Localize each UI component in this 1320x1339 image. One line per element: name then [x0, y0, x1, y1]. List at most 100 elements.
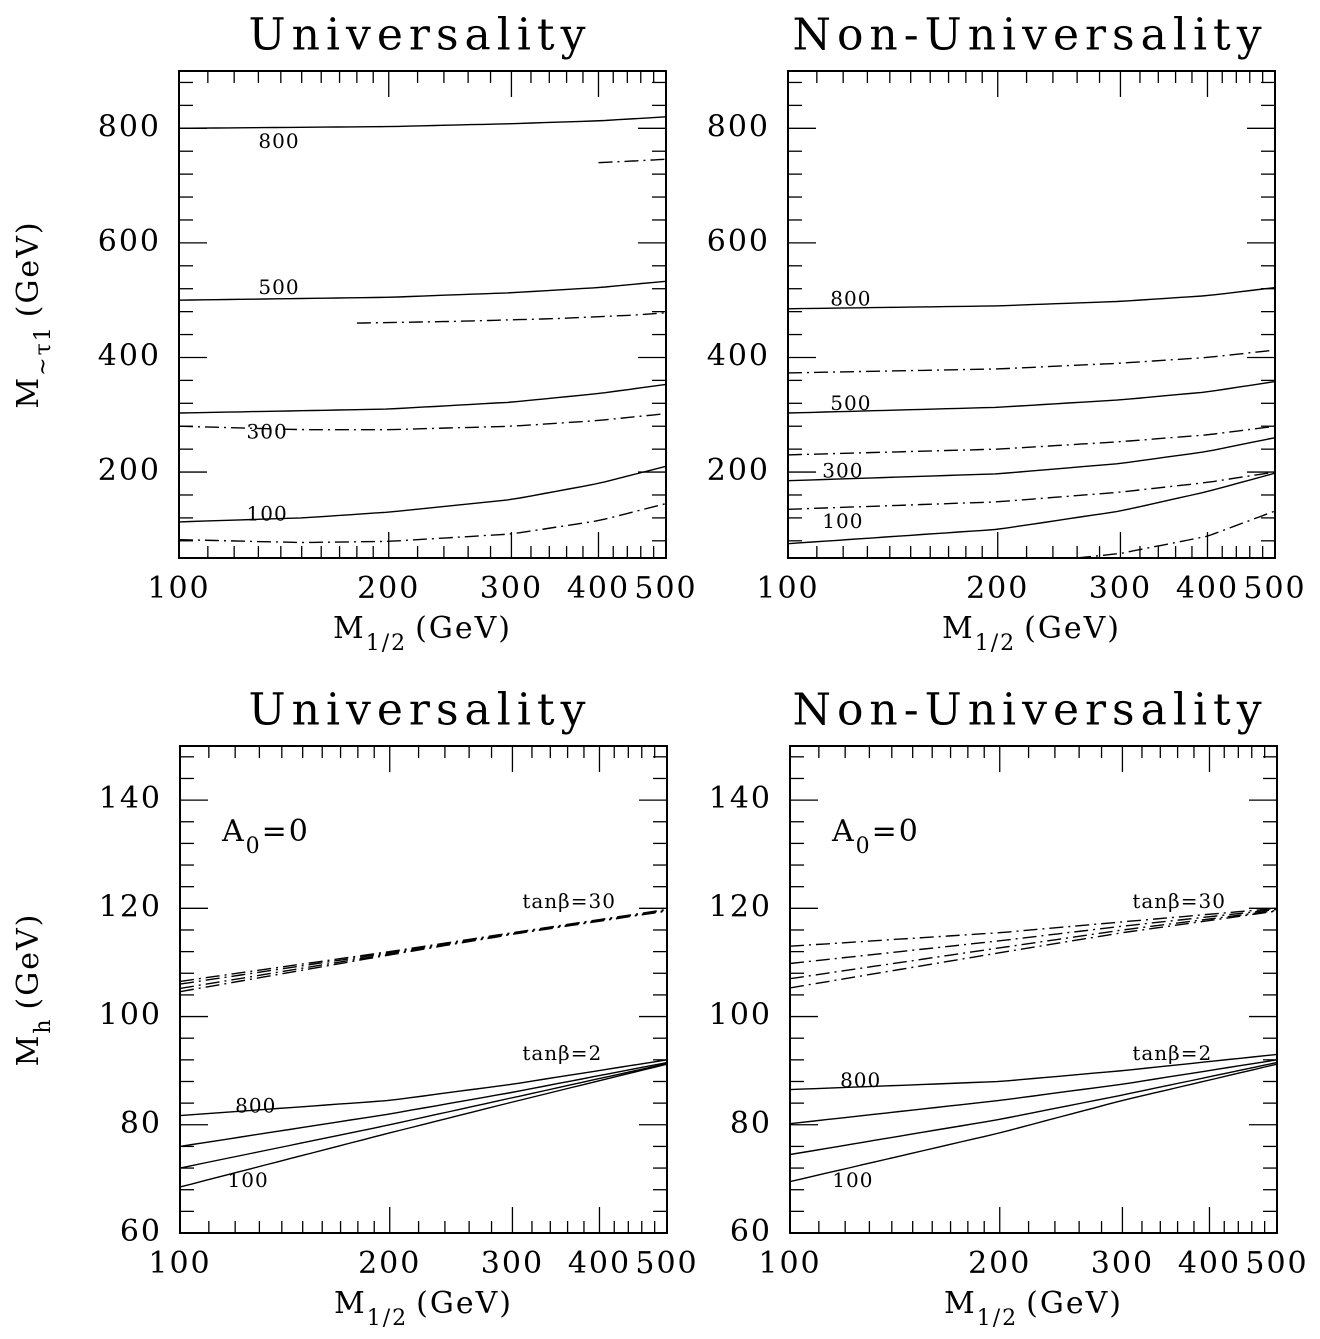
y-axis-label: M~τ1 (GeV) [11, 220, 56, 408]
series-group [180, 908, 667, 1188]
series-line-2-solid [790, 1059, 1277, 1125]
x-tick-label: 500 [1243, 571, 1306, 606]
series-line-5-solid [788, 437, 1275, 482]
chart-title: Universality [249, 10, 592, 61]
annotation-rest: =0 [872, 814, 920, 849]
plot-frame [178, 70, 667, 559]
series-line-7-dashdot [180, 909, 667, 990]
annotation-main: A [221, 814, 246, 849]
y-axis-label-sub: ~τ1 [31, 325, 56, 376]
series-line-1-solid [180, 1059, 667, 1117]
y-tick-label: 400 [707, 338, 770, 373]
series-line-1-solid [790, 1053, 1277, 1091]
series-group [179, 116, 666, 544]
x-tick-label: 300 [480, 571, 543, 606]
series-line-5-solid [179, 383, 666, 414]
y-tick-label: 800 [707, 109, 770, 144]
y-tick-label: 120 [709, 889, 772, 924]
x-tick-label: 200 [966, 571, 1029, 606]
chart-title: Universality [249, 685, 592, 736]
curve-label: 500 [258, 275, 299, 299]
x-axis-label: M1/2 (GeV) [942, 611, 1121, 656]
x-axis-label-unit: (GeV) [1026, 1286, 1123, 1321]
x-tick-label: 100 [758, 1246, 821, 1281]
x-axis-label-sub: 1/2 [366, 631, 407, 656]
x-tick-label: 200 [357, 571, 420, 606]
series-line-8-dashdot [179, 502, 666, 544]
curve-label: 800 [235, 1093, 276, 1117]
curve-label: 300 [822, 459, 863, 483]
chart-title: Non-Universality [792, 685, 1267, 736]
x-tick-label: 300 [1091, 1246, 1154, 1281]
series-line-1-solid [788, 286, 1275, 310]
curve-label: tanβ=2 [1132, 1041, 1212, 1065]
series-line-5-dashdot [790, 907, 1277, 947]
x-tick-label: 400 [567, 571, 630, 606]
series-line-2-solid [180, 1061, 667, 1148]
y-tick-label: 140 [709, 781, 772, 816]
x-tick-label: 500 [635, 1246, 698, 1281]
series-line-2-dashdot [788, 349, 1275, 374]
annotation-a0: A0=0 [831, 814, 920, 859]
series-line-4-solid [790, 1063, 1277, 1183]
x-tick-label: 400 [568, 1246, 631, 1281]
y-tick-label: 100 [99, 998, 162, 1033]
curve-label: tanβ=30 [522, 889, 616, 913]
x-axis-label: M1/2 (GeV) [333, 611, 512, 656]
curve-label: 300 [247, 420, 288, 444]
series-line-8-dashdot [1077, 510, 1275, 558]
x-ticks: 100 200 300 400 500 [147, 71, 696, 606]
series-line-5-dashdot [180, 908, 667, 983]
series-line-6-dashdot [790, 908, 1277, 965]
y-axis-label-main: M [11, 376, 46, 409]
series-line-2-dashdot [598, 158, 666, 164]
curve-label: 800 [830, 287, 871, 311]
series-line-7-dashdot [790, 909, 1277, 980]
y-tick-label: 600 [98, 224, 161, 259]
series-line-6-dashdot [180, 909, 667, 985]
plot-frame [787, 70, 1276, 559]
series-line-8-dashdot [790, 910, 1277, 989]
series-line-4-dashdot [356, 312, 666, 324]
y-ticks: 60 80 100 120 140 [99, 756, 667, 1249]
annotation-sub: 0 [246, 834, 262, 859]
curve-label: tanβ=2 [522, 1041, 602, 1065]
y-ticks: 200 400 600 800 [707, 81, 1275, 542]
y-axis-label-main: M [11, 1034, 46, 1067]
curve-label: 100 [247, 502, 288, 526]
series-line-1-solid [179, 116, 666, 129]
y-tick-label: 80 [120, 1106, 162, 1141]
x-tick-label: 300 [481, 1246, 544, 1281]
curve-label: 100 [832, 1168, 873, 1192]
y-tick-label: 120 [99, 889, 162, 924]
chart-panel-3: Universality 100 200 300 400 500 60 80 100 120 140… [11, 685, 698, 1332]
annotation-rest: =0 [262, 814, 310, 849]
series-line-3-solid [179, 280, 666, 301]
y-tick-label: 800 [98, 109, 161, 144]
plot-frame [789, 745, 1278, 1234]
x-tick-label: 200 [358, 1246, 421, 1281]
series-line-3-solid [790, 1061, 1277, 1156]
series-line-3-solid [180, 1062, 667, 1169]
x-tick-label: 100 [147, 571, 210, 606]
y-tick-label: 100 [709, 998, 772, 1033]
curve-label: 800 [840, 1068, 881, 1092]
y-axis-label-unit: (GeV) [11, 913, 46, 1010]
x-tick-label: 500 [1245, 1246, 1308, 1281]
x-axis-label-main: M [942, 611, 975, 646]
y-axis-label-unit: (GeV) [11, 220, 46, 317]
y-tick-label: 200 [707, 453, 770, 488]
y-tick-label: 400 [98, 338, 161, 373]
x-axis-label-unit: (GeV) [416, 1286, 513, 1321]
annotation-main: A [831, 814, 856, 849]
annotation-a0: A0=0 [221, 814, 310, 859]
annotation-sub: 0 [856, 834, 872, 859]
x-axis-label-main: M [944, 1286, 977, 1321]
curve-label: 100 [822, 509, 863, 533]
x-tick-label: 100 [756, 571, 819, 606]
x-axis-label-main: M [334, 1286, 367, 1321]
x-ticks: 100 200 300 400 500 [758, 746, 1308, 1281]
x-axis-label-sub: 1/2 [977, 1306, 1018, 1331]
curve-label: 500 [830, 391, 871, 415]
